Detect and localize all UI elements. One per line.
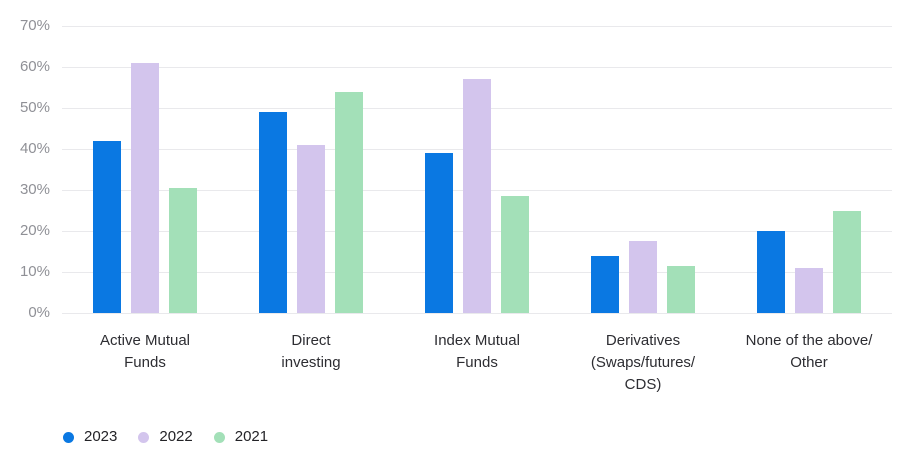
category-label-line: Direct [291,332,331,349]
y-tick-label: 50% [19,99,50,116]
bar-2022 [131,62,159,313]
bar-group [228,26,394,313]
legend-dot-icon [213,431,225,443]
category-label: None of the above/Other [726,330,892,396]
legend-item-2022: 2022 [138,428,193,446]
bar-2021 [169,187,197,313]
bar-group [560,26,726,313]
legend-label: 2021 [234,428,269,445]
bar-2022 [795,267,823,313]
bar-2021 [667,265,695,313]
gridline [62,67,892,68]
bar-2021 [501,196,529,313]
bar-groups [62,26,892,313]
x-axis-labels: Active Mutual Funds Direct investing Index M… [62,330,892,396]
y-tick-label: 20% [19,222,50,239]
category-label-line: Derivatives [605,332,681,349]
category-label: Index Mutual Funds [394,330,560,396]
bar-2023 [259,112,287,313]
bar-group [726,26,892,313]
bar-2021 [833,210,861,313]
bar-2022 [463,79,491,313]
bar-2023 [93,140,121,313]
category-label-line: Index Mutual [434,332,520,349]
gridline [62,26,892,27]
category-label-line: Active Mutual [99,332,191,349]
y-tick-label: 60% [19,58,50,75]
legend-dot-icon [138,431,150,443]
category-label-line: CDS) [624,376,662,393]
y-tick-label: 10% [19,263,50,280]
gridline [62,313,892,314]
legend-item-2021: 2021 [213,428,269,446]
y-tick-label: 30% [19,181,50,198]
y-axis: 0% 10% 20% 30% 40% 50% 60% 70% [0,17,50,321]
category-label-line: Other [790,354,828,371]
category-label-line: Funds [124,354,166,371]
bar-2023 [757,231,785,313]
bar-2023 [425,153,453,313]
bar-group [394,26,560,313]
legend-dot-icon [63,431,74,443]
category-label: Active Mutual Funds [62,330,228,396]
y-tick-label: 70% [19,17,50,34]
y-tick-label: 0% [28,304,50,321]
category-label-line: None of the above/ [745,332,873,349]
category-label: Derivatives (Swaps/futures/CDS) [560,330,726,396]
bar-2023 [591,255,619,313]
category-label-line: (Swaps/futures/ [590,354,696,371]
category-label: Direct investing [228,330,394,396]
category-label-line: investing [281,354,341,371]
legend-label: 2023 [84,428,118,445]
y-tick-label: 40% [19,140,50,157]
bar-group [62,26,228,313]
legend-item-2023: 2023 [63,428,117,446]
legend-label: 2022 [159,428,193,445]
bar-2021 [335,91,363,313]
bar-2022 [297,144,325,313]
bar-2022 [629,241,657,313]
legend: 2023 2022 2021 [63,428,268,446]
category-label-line: Funds [456,354,498,371]
